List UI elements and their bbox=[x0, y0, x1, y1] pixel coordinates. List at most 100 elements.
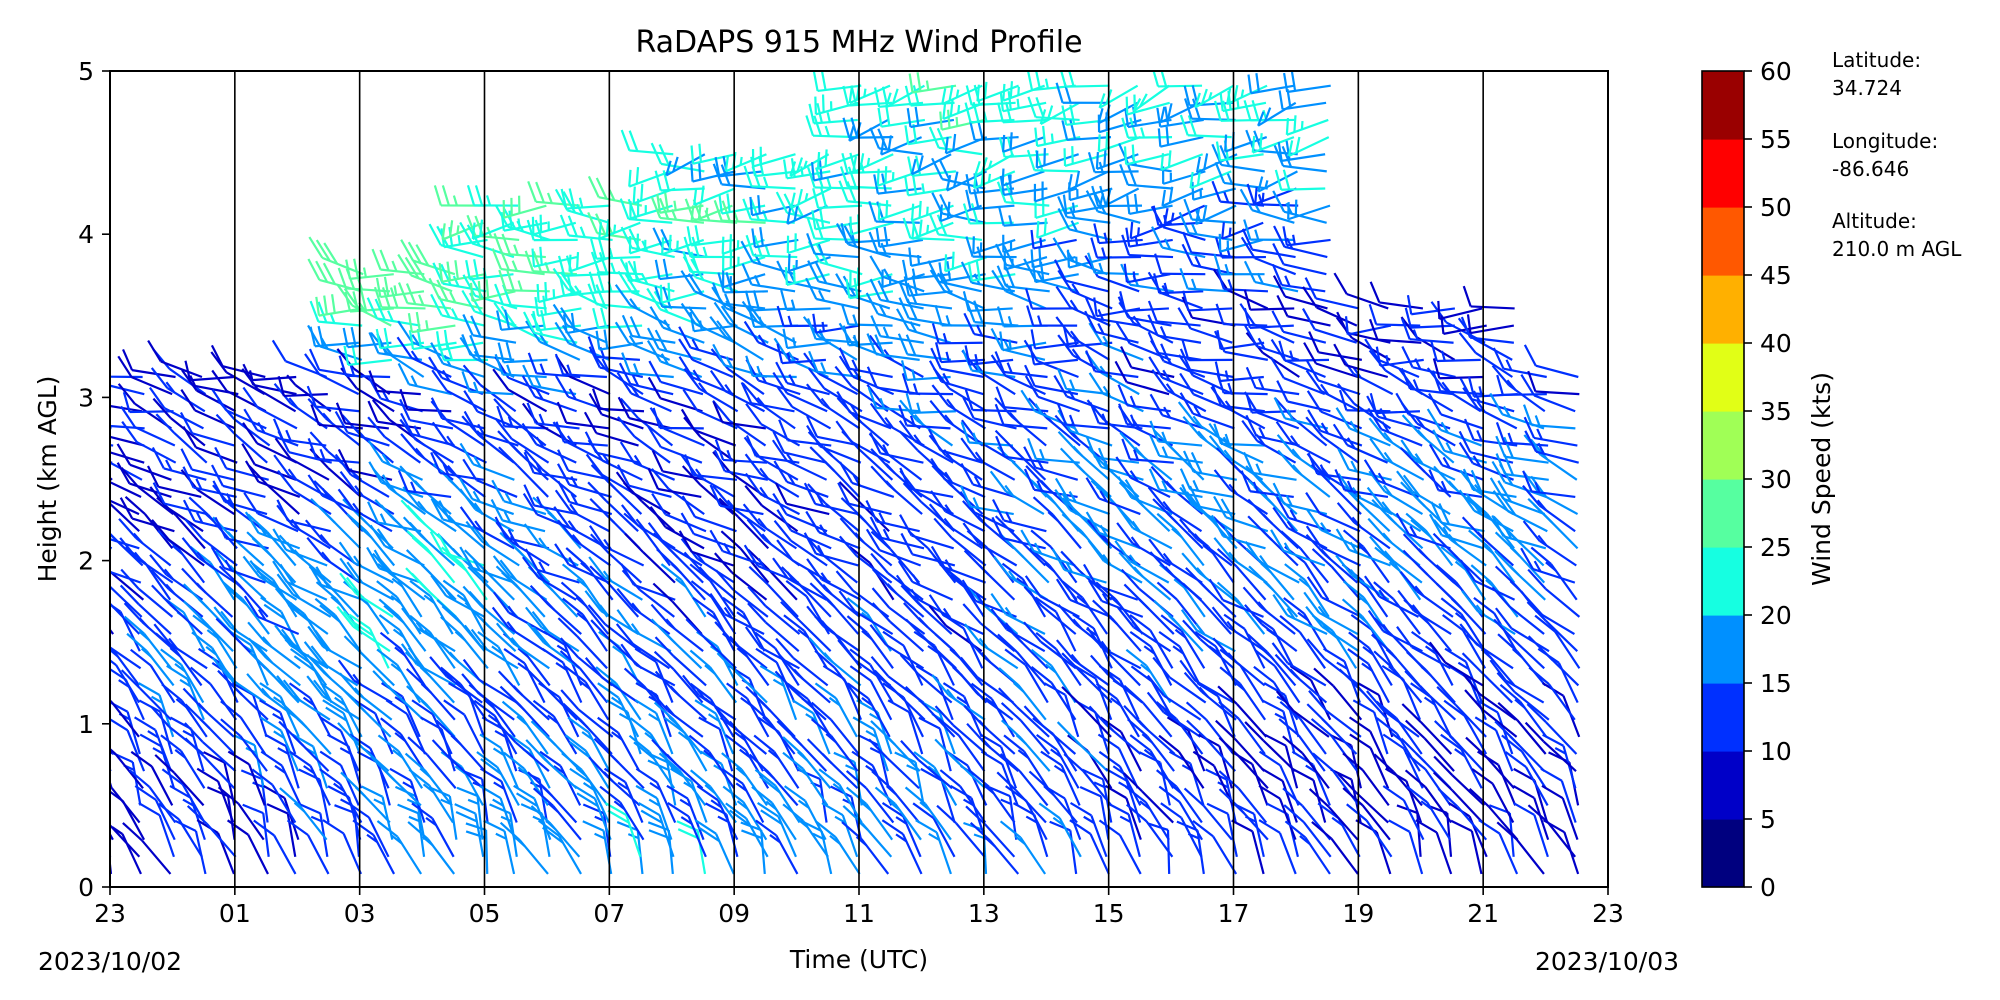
wind-barb bbox=[543, 630, 583, 686]
wind-barb bbox=[942, 682, 983, 738]
wind-barb bbox=[962, 203, 1014, 225]
wind-barb bbox=[560, 689, 614, 738]
wind-barb bbox=[682, 389, 738, 430]
wind-barb bbox=[1347, 648, 1390, 704]
wind-barb bbox=[618, 362, 674, 396]
wind-barb bbox=[690, 143, 737, 165]
wind-barb bbox=[259, 716, 300, 772]
y-tick-label: 0 bbox=[78, 873, 94, 902]
wind-barb bbox=[964, 389, 1017, 413]
wind-barb bbox=[314, 597, 362, 652]
wind-barb bbox=[776, 343, 826, 365]
wind-barb bbox=[407, 821, 456, 875]
wind-barb bbox=[868, 738, 920, 790]
wind-barb bbox=[882, 682, 925, 738]
wind-barb bbox=[628, 233, 673, 255]
wind-barb bbox=[1067, 170, 1110, 191]
wind-barb bbox=[588, 756, 641, 807]
wind-barb bbox=[665, 153, 706, 177]
wind-barb bbox=[651, 450, 706, 481]
wind-barb bbox=[118, 518, 172, 567]
wind-barb bbox=[1489, 659, 1545, 704]
wind-barb bbox=[1029, 344, 1078, 366]
wind-barb bbox=[1001, 719, 1051, 772]
wind-barb bbox=[498, 269, 550, 293]
wind-barb bbox=[404, 752, 453, 807]
wind-barb bbox=[181, 537, 236, 584]
colorbar-tick-label: 10 bbox=[1760, 737, 1792, 766]
wind-barb bbox=[1460, 316, 1514, 344]
wind-barb bbox=[557, 463, 612, 499]
wind-barb bbox=[814, 820, 861, 875]
y-axis-label: Height (km AGL) bbox=[33, 376, 62, 583]
wind-barb bbox=[499, 685, 550, 738]
wind-barb bbox=[1115, 456, 1171, 498]
wind-barb bbox=[970, 682, 1016, 738]
wind-barb bbox=[1382, 785, 1425, 841]
wind-barb bbox=[1085, 511, 1141, 550]
wind-barb bbox=[1512, 802, 1549, 858]
wind-barb bbox=[1258, 819, 1297, 875]
wind-barb bbox=[1055, 286, 1111, 327]
wind-barb bbox=[110, 546, 113, 550]
wind-barb bbox=[1528, 666, 1576, 721]
wind-barb bbox=[1342, 529, 1390, 584]
wind-barb bbox=[1090, 479, 1141, 532]
wind-barb bbox=[1436, 583, 1487, 635]
wind-barb bbox=[532, 787, 582, 841]
wind-barb bbox=[1272, 242, 1327, 276]
wind-barb bbox=[808, 637, 862, 687]
wind-barb bbox=[992, 499, 1047, 533]
wind-barb bbox=[994, 429, 1047, 481]
wind-barb bbox=[933, 517, 987, 567]
wind-barb bbox=[179, 411, 235, 447]
wind-barb bbox=[681, 495, 737, 533]
y-tick-label: 2 bbox=[78, 547, 94, 576]
wind-barb bbox=[875, 226, 924, 248]
wind-barb bbox=[110, 480, 142, 498]
wind-barb bbox=[155, 413, 208, 464]
wind-barb bbox=[347, 802, 390, 858]
wind-barb bbox=[441, 220, 484, 241]
wind-barb bbox=[375, 276, 425, 299]
wind-barb bbox=[678, 338, 734, 379]
wind-barb bbox=[936, 804, 986, 858]
wind-barb bbox=[166, 664, 205, 721]
wind-barb bbox=[110, 570, 142, 584]
wind-barb bbox=[116, 462, 172, 499]
wind-barb bbox=[1026, 305, 1078, 327]
wind-barb bbox=[751, 227, 799, 249]
wind-barb bbox=[524, 449, 577, 498]
wind-barb bbox=[180, 448, 235, 481]
wind-barb bbox=[593, 737, 645, 790]
wind-barb bbox=[1191, 181, 1237, 201]
wind-barb bbox=[242, 363, 297, 396]
colorbar-tick-label: 30 bbox=[1760, 465, 1792, 494]
wind-barb bbox=[748, 753, 799, 807]
wind-barb bbox=[1056, 639, 1110, 687]
wind-barb bbox=[1179, 267, 1232, 293]
wind-barb bbox=[1336, 502, 1391, 550]
wind-barb bbox=[1038, 802, 1082, 858]
wind-barb bbox=[306, 675, 361, 721]
wind-barb bbox=[461, 370, 514, 396]
colorbar-segment bbox=[1702, 343, 1744, 412]
wind-barb bbox=[377, 563, 423, 618]
wind-barb bbox=[462, 314, 517, 344]
wind-barb bbox=[1468, 787, 1519, 841]
wind-barb bbox=[1395, 512, 1451, 550]
wind-barb bbox=[1277, 140, 1326, 162]
wind-barb bbox=[406, 685, 456, 738]
wind-barb bbox=[944, 251, 988, 273]
wind-barb bbox=[1085, 477, 1141, 516]
wind-barb bbox=[635, 682, 672, 738]
wind-barb bbox=[1276, 380, 1331, 413]
wind-barb bbox=[812, 313, 860, 334]
wind-barb bbox=[1160, 614, 1206, 669]
y-axis-ticks: 0 1 2 3 4 5 bbox=[78, 57, 110, 902]
wind-barb bbox=[782, 751, 829, 807]
wind-barb bbox=[1444, 647, 1483, 703]
wind-barb bbox=[1542, 733, 1577, 789]
wind-barb bbox=[724, 734, 770, 789]
wind-barb bbox=[617, 416, 671, 464]
